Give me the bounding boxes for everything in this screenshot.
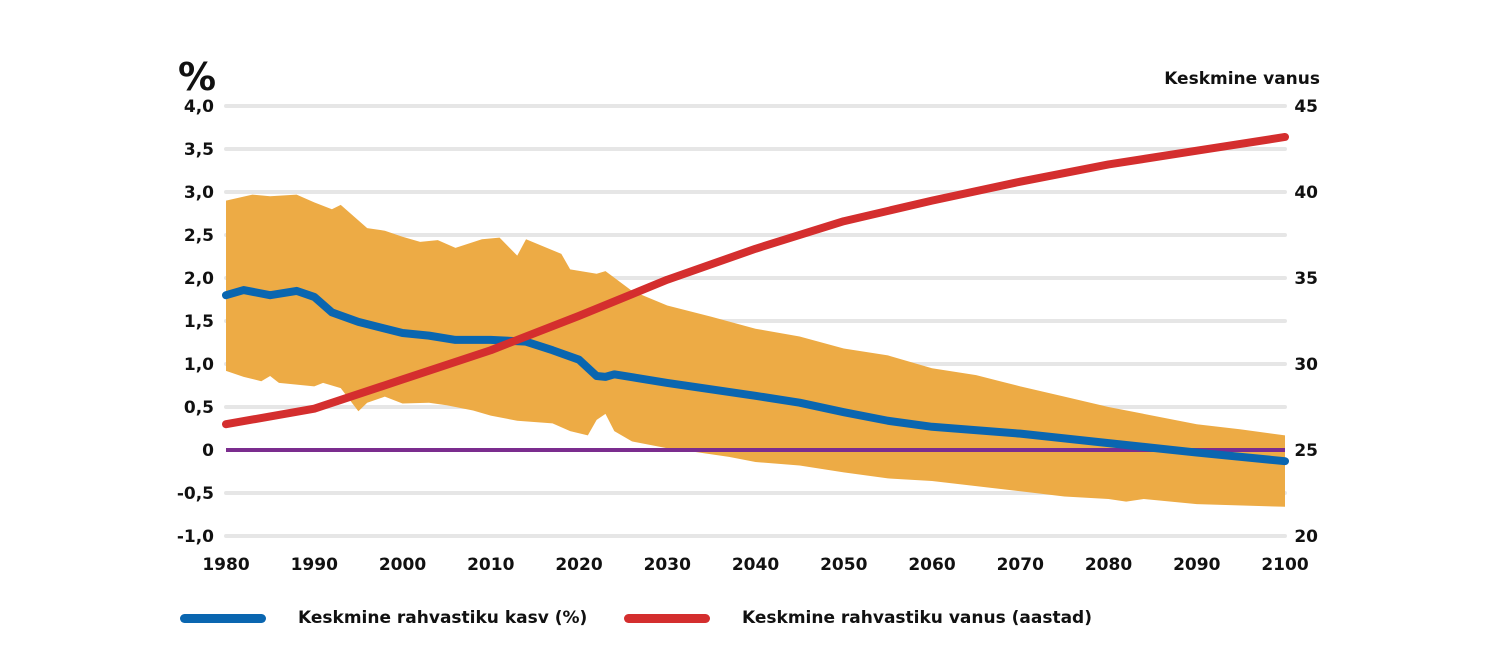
x-tick-label: 2020: [555, 555, 602, 575]
x-tick-label: 2080: [1085, 555, 1132, 575]
x-tick-label: 2070: [997, 555, 1044, 575]
left-tick-label: 2,0: [184, 269, 214, 289]
left-tick-label: 4,0: [184, 97, 214, 117]
x-tick-label: 2060: [908, 555, 955, 575]
x-tick-label: 2000: [379, 555, 426, 575]
median-age-line: [222, 132, 1289, 429]
series-lines: [222, 132, 1289, 466]
right-tick-label: 40: [1294, 183, 1318, 203]
legend-swatch-age: [624, 613, 710, 623]
legend-label-growth: Keskmine rahvastiku kasv (%): [298, 608, 588, 628]
left-axis-ticks: 4,0 3,5 3,0 2,5 2,0 1,5 1,0 0,5 0 -0,5 -1,0: [177, 97, 214, 547]
x-axis-ticks: 1980 1990 2000 2010 2020 2030 2040 2050 2060 2070…: [202, 555, 1308, 575]
x-tick-label: 2100: [1261, 555, 1308, 575]
left-tick-label: 3,0: [184, 183, 214, 203]
right-tick-label: 25: [1294, 441, 1318, 461]
legend-label-age: Keskmine rahvastiku vanus (aastad): [742, 608, 1092, 628]
left-tick-label: 3,5: [184, 140, 214, 160]
right-axis-ticks: 45 40 35 30 25 20: [1294, 97, 1318, 547]
left-tick-label: 1,5: [184, 312, 214, 332]
x-tick-label: 2040: [732, 555, 779, 575]
x-tick-label: 1980: [202, 555, 249, 575]
x-tick-label: 1990: [291, 555, 338, 575]
right-tick-label: 35: [1294, 269, 1318, 289]
legend-item-age: Keskmine rahvastiku vanus (aastad): [624, 608, 1092, 628]
x-tick-label: 2050: [820, 555, 867, 575]
x-tick-label: 2090: [1173, 555, 1220, 575]
left-tick-label: -0,5: [177, 484, 214, 504]
right-tick-label: 30: [1294, 355, 1318, 375]
growth-range-band: [226, 194, 1285, 507]
legend-swatch-growth: [180, 613, 266, 623]
x-tick-label: 2030: [644, 555, 691, 575]
left-tick-label: -1,0: [177, 527, 214, 547]
legend-item-growth: Keskmine rahvastiku kasv (%): [180, 608, 587, 628]
right-tick-label: 20: [1294, 527, 1318, 547]
x-tick-label: 2010: [467, 555, 514, 575]
right-axis-title: Keskmine vanus: [1164, 69, 1320, 89]
left-tick-label: 0: [202, 441, 214, 461]
left-axis-title: %: [178, 55, 216, 99]
left-tick-label: 0,5: [184, 398, 214, 418]
left-tick-label: 2,5: [184, 226, 214, 246]
right-tick-label: 45: [1294, 97, 1318, 117]
growth-line: [222, 286, 1289, 466]
left-tick-label: 1,0: [184, 355, 214, 375]
